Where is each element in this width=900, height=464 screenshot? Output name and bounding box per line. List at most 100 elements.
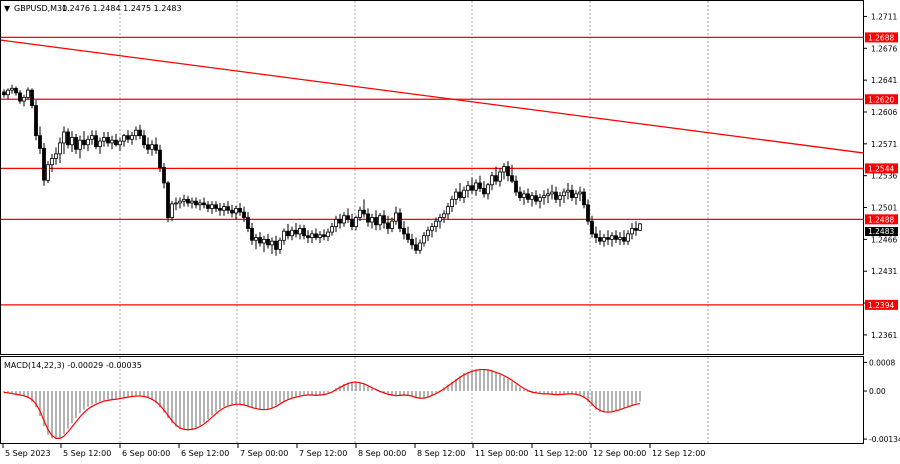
- macd-label: MACD(14,22,3) -0.00029 -0.00035: [4, 361, 142, 370]
- candle-body: [394, 212, 398, 222]
- candle-body: [566, 189, 570, 193]
- candle-body: [310, 233, 314, 238]
- candle-body: [182, 198, 186, 202]
- candle-body: [382, 215, 386, 224]
- level-tag: [865, 163, 898, 174]
- candle-body: [438, 217, 442, 222]
- time-label: 12 Sep 12:00: [652, 449, 705, 458]
- candle-body: [202, 202, 206, 206]
- time-label: 8 Sep 00:00: [358, 449, 406, 458]
- candle-body: [622, 237, 626, 242]
- candle-body: [286, 230, 290, 237]
- candle-body: [442, 213, 446, 218]
- candle-body: [530, 195, 534, 200]
- macd-signal-line: [3, 368, 641, 439]
- candle-body: [462, 189, 466, 198]
- candle-body: [390, 220, 394, 229]
- candle-body: [98, 140, 102, 147]
- candle-body: [82, 139, 86, 146]
- candle-body: [90, 135, 94, 140]
- price-tick-label: 1.2431: [871, 267, 897, 276]
- candle-body: [250, 228, 254, 241]
- candle-body: [118, 140, 122, 146]
- candle-body: [186, 198, 190, 204]
- candle-body: [450, 198, 454, 208]
- price-tick-label: 1.2536: [871, 172, 897, 181]
- candle-body: [554, 191, 558, 200]
- candle-body: [266, 238, 270, 246]
- candle-body: [106, 137, 110, 144]
- level-tag: [865, 32, 898, 43]
- candle-body: [110, 139, 114, 144]
- candle-body: [262, 238, 266, 244]
- candle-body: [426, 229, 430, 237]
- candle-body: [70, 137, 74, 146]
- price-tick-label: 1.2501: [871, 204, 897, 213]
- candle-body: [50, 157, 54, 166]
- candle-body: [402, 228, 406, 235]
- candle-body: [254, 237, 258, 241]
- candle-body: [302, 228, 306, 237]
- level-tag: [865, 94, 898, 105]
- time-label: 5 Sep 2023: [5, 449, 51, 458]
- candle-body: [34, 105, 38, 137]
- candle-body: [222, 206, 226, 211]
- candle-body: [102, 137, 106, 142]
- candle-body: [190, 200, 194, 204]
- collapse-arrow-icon[interactable]: ▼: [4, 4, 11, 13]
- candle-body: [238, 208, 242, 213]
- candle-body: [162, 167, 166, 184]
- candle-body: [434, 220, 438, 228]
- candle-body: [418, 242, 422, 251]
- candle-body: [10, 87, 14, 91]
- candle-body: [294, 229, 298, 235]
- candle-body: [346, 215, 350, 220]
- candle-body: [282, 230, 286, 241]
- candle-body: [466, 185, 470, 191]
- candle-body: [498, 171, 502, 182]
- candle-body: [278, 239, 282, 250]
- candle-body: [78, 139, 82, 150]
- candle-body: [366, 213, 370, 223]
- candle-body: [518, 191, 522, 198]
- time-label: 11 Sep 00:00: [475, 449, 528, 458]
- candle-body: [638, 223, 642, 231]
- macd-axis: 0.0008 0.00 -0.00134: [863, 358, 900, 444]
- time-label: 7 Sep 00:00: [240, 449, 288, 458]
- candle-body: [194, 200, 198, 206]
- candle-body: [2, 91, 6, 96]
- candle-body: [6, 89, 10, 96]
- candle-body: [62, 131, 66, 144]
- candle-body: [422, 235, 426, 244]
- candle-body: [38, 135, 42, 149]
- candle-body: [18, 92, 22, 102]
- candle-body: [242, 211, 246, 218]
- candle-body: [454, 191, 458, 200]
- candle-body: [562, 191, 566, 197]
- candle-body: [198, 202, 202, 206]
- current-price-tag: [865, 227, 898, 236]
- candle-body: [214, 204, 218, 209]
- candle-body: [414, 244, 418, 251]
- ohlc-label: 1.2476 1.2484 1.2475 1.2483: [62, 4, 182, 13]
- candle-body: [538, 197, 542, 202]
- macd-tick-label: -0.00134: [869, 435, 900, 444]
- candle-body: [74, 137, 78, 150]
- candle-body: [502, 166, 506, 173]
- time-label: 8 Sep 12:00: [417, 449, 465, 458]
- level-tag-label: 1.2620: [868, 95, 894, 104]
- candle-body: [574, 193, 578, 198]
- candle-body: [230, 209, 234, 214]
- level-tag: [865, 214, 898, 225]
- candle-body: [290, 229, 294, 237]
- candle-body: [150, 144, 154, 150]
- macd-tick-label: 0.00: [869, 387, 886, 396]
- candle-body: [342, 215, 346, 224]
- candle-body: [522, 193, 526, 198]
- candle-body: [166, 182, 170, 218]
- trendline[interactable]: [0, 39, 864, 154]
- candle-body: [618, 237, 622, 240]
- candle-body: [246, 217, 250, 229]
